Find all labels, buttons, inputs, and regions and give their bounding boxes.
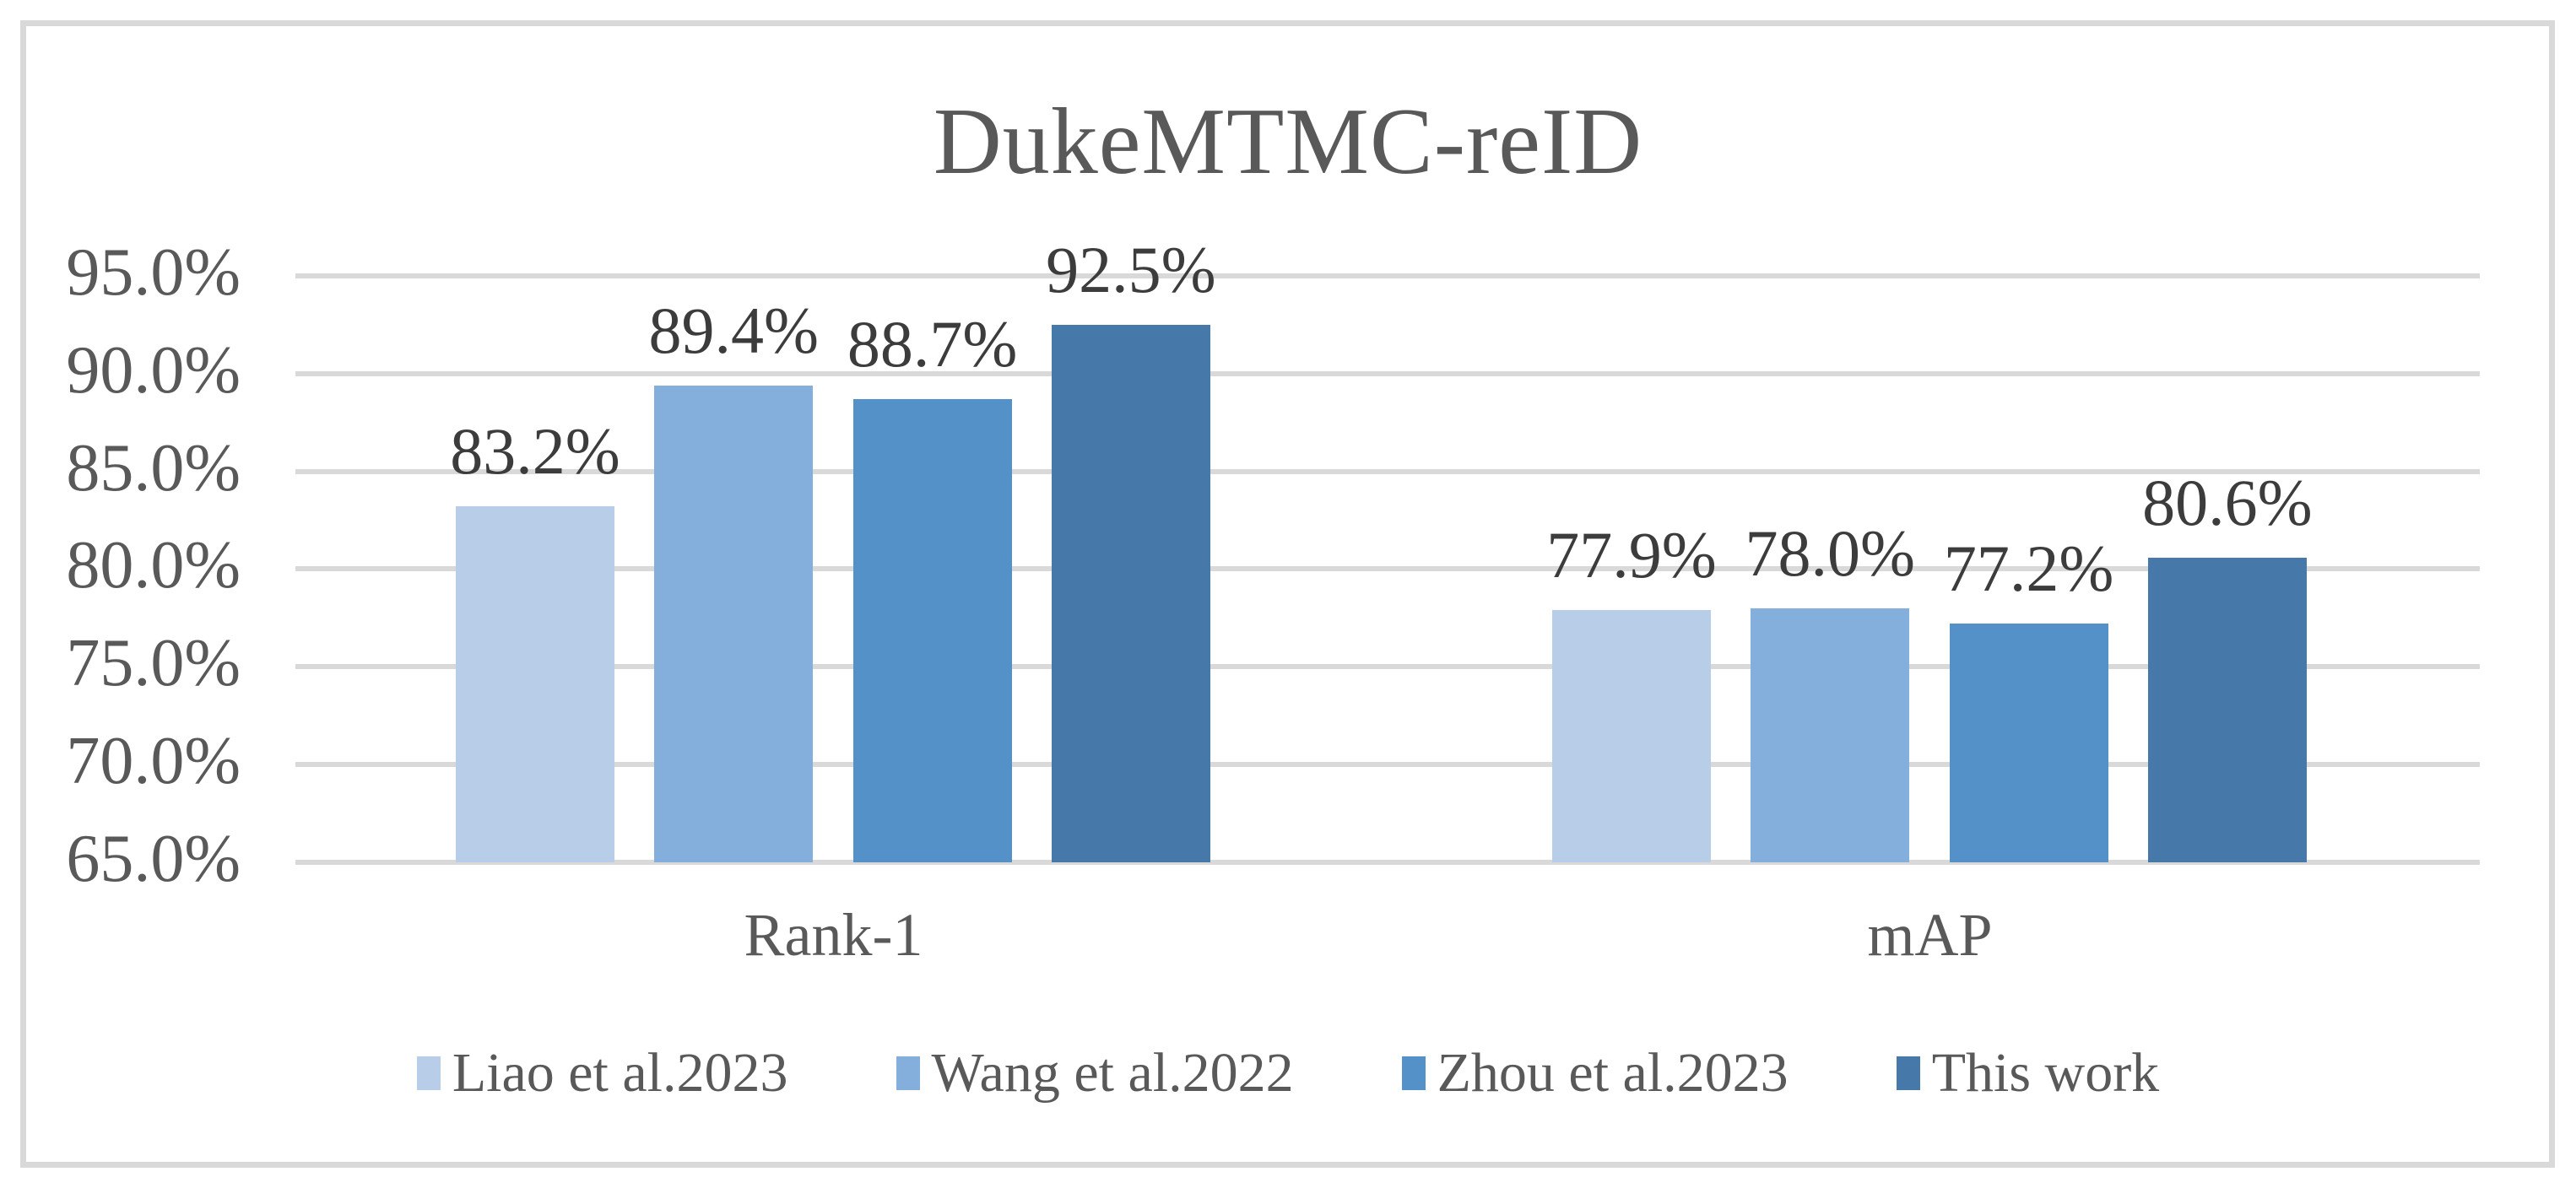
chart-title: DukeMTMC-reID xyxy=(933,89,1643,194)
chart-frame xyxy=(20,20,2555,1168)
legend-item-0: Liao et al.2023 xyxy=(416,1042,788,1104)
bar-map-series-3 xyxy=(2147,557,2307,862)
bar-map-series-1 xyxy=(1751,608,1910,862)
legend-label: This work xyxy=(1931,1042,2160,1104)
legend-item-2: Zhou et al.2023 xyxy=(1401,1042,1789,1104)
bar-value-label: 92.5% xyxy=(1046,232,1216,306)
category-label-rank-1: Rank-1 xyxy=(744,901,923,969)
legend-label: Wang et al.2022 xyxy=(931,1042,1294,1104)
bar-value-label: 80.6% xyxy=(2142,465,2313,539)
gridline xyxy=(295,273,2480,278)
y-axis-tick-label: 95.0% xyxy=(66,235,241,310)
bar-value-label: 77.9% xyxy=(1546,518,1717,592)
y-axis-tick-label: 80.0% xyxy=(66,528,241,603)
bar-value-label: 78.0% xyxy=(1745,516,1916,590)
gridline xyxy=(295,664,2480,670)
category-label-map: mAP xyxy=(1867,901,1993,969)
legend-swatch-icon xyxy=(416,1056,441,1090)
bar-rank-1-series-3 xyxy=(1051,324,1210,862)
legend-swatch-icon xyxy=(1896,1056,1920,1090)
bar-map-series-0 xyxy=(1552,610,1711,862)
bar-value-label: 83.2% xyxy=(450,414,620,489)
y-axis-tick-label: 70.0% xyxy=(66,724,241,799)
y-axis-tick-label: 85.0% xyxy=(66,430,241,505)
gridline xyxy=(295,762,2480,768)
gridline xyxy=(295,860,2480,865)
y-axis-tick-label: 75.0% xyxy=(66,626,241,701)
gridline xyxy=(295,370,2480,376)
y-axis-tick-label: 65.0% xyxy=(66,822,241,896)
bar-value-label: 77.2% xyxy=(1943,532,2114,606)
legend-item-3: This work xyxy=(1896,1042,2160,1104)
gridline xyxy=(295,468,2480,474)
legend-swatch-icon xyxy=(896,1056,920,1090)
legend-item-1: Wang et al.2022 xyxy=(896,1045,1294,1101)
y-axis-tick-label: 90.0% xyxy=(66,332,241,408)
chart-legend: Liao et al.2023 Wang et al.2022 Zhou et al… xyxy=(0,1043,2576,1104)
legend-swatch-icon xyxy=(1401,1056,1426,1090)
bar-value-label: 88.7% xyxy=(847,306,1018,381)
legend-label: Liao et al.2023 xyxy=(452,1042,788,1104)
bar-rank-1-series-2 xyxy=(852,398,1012,862)
bar-map-series-2 xyxy=(1949,624,2108,862)
bar-rank-1-series-1 xyxy=(654,385,814,862)
bar-rank-1-series-0 xyxy=(456,506,614,862)
gridline xyxy=(295,566,2480,572)
legend-label: Zhou et al.2023 xyxy=(1437,1042,1789,1104)
bar-value-label: 89.4% xyxy=(648,293,820,367)
